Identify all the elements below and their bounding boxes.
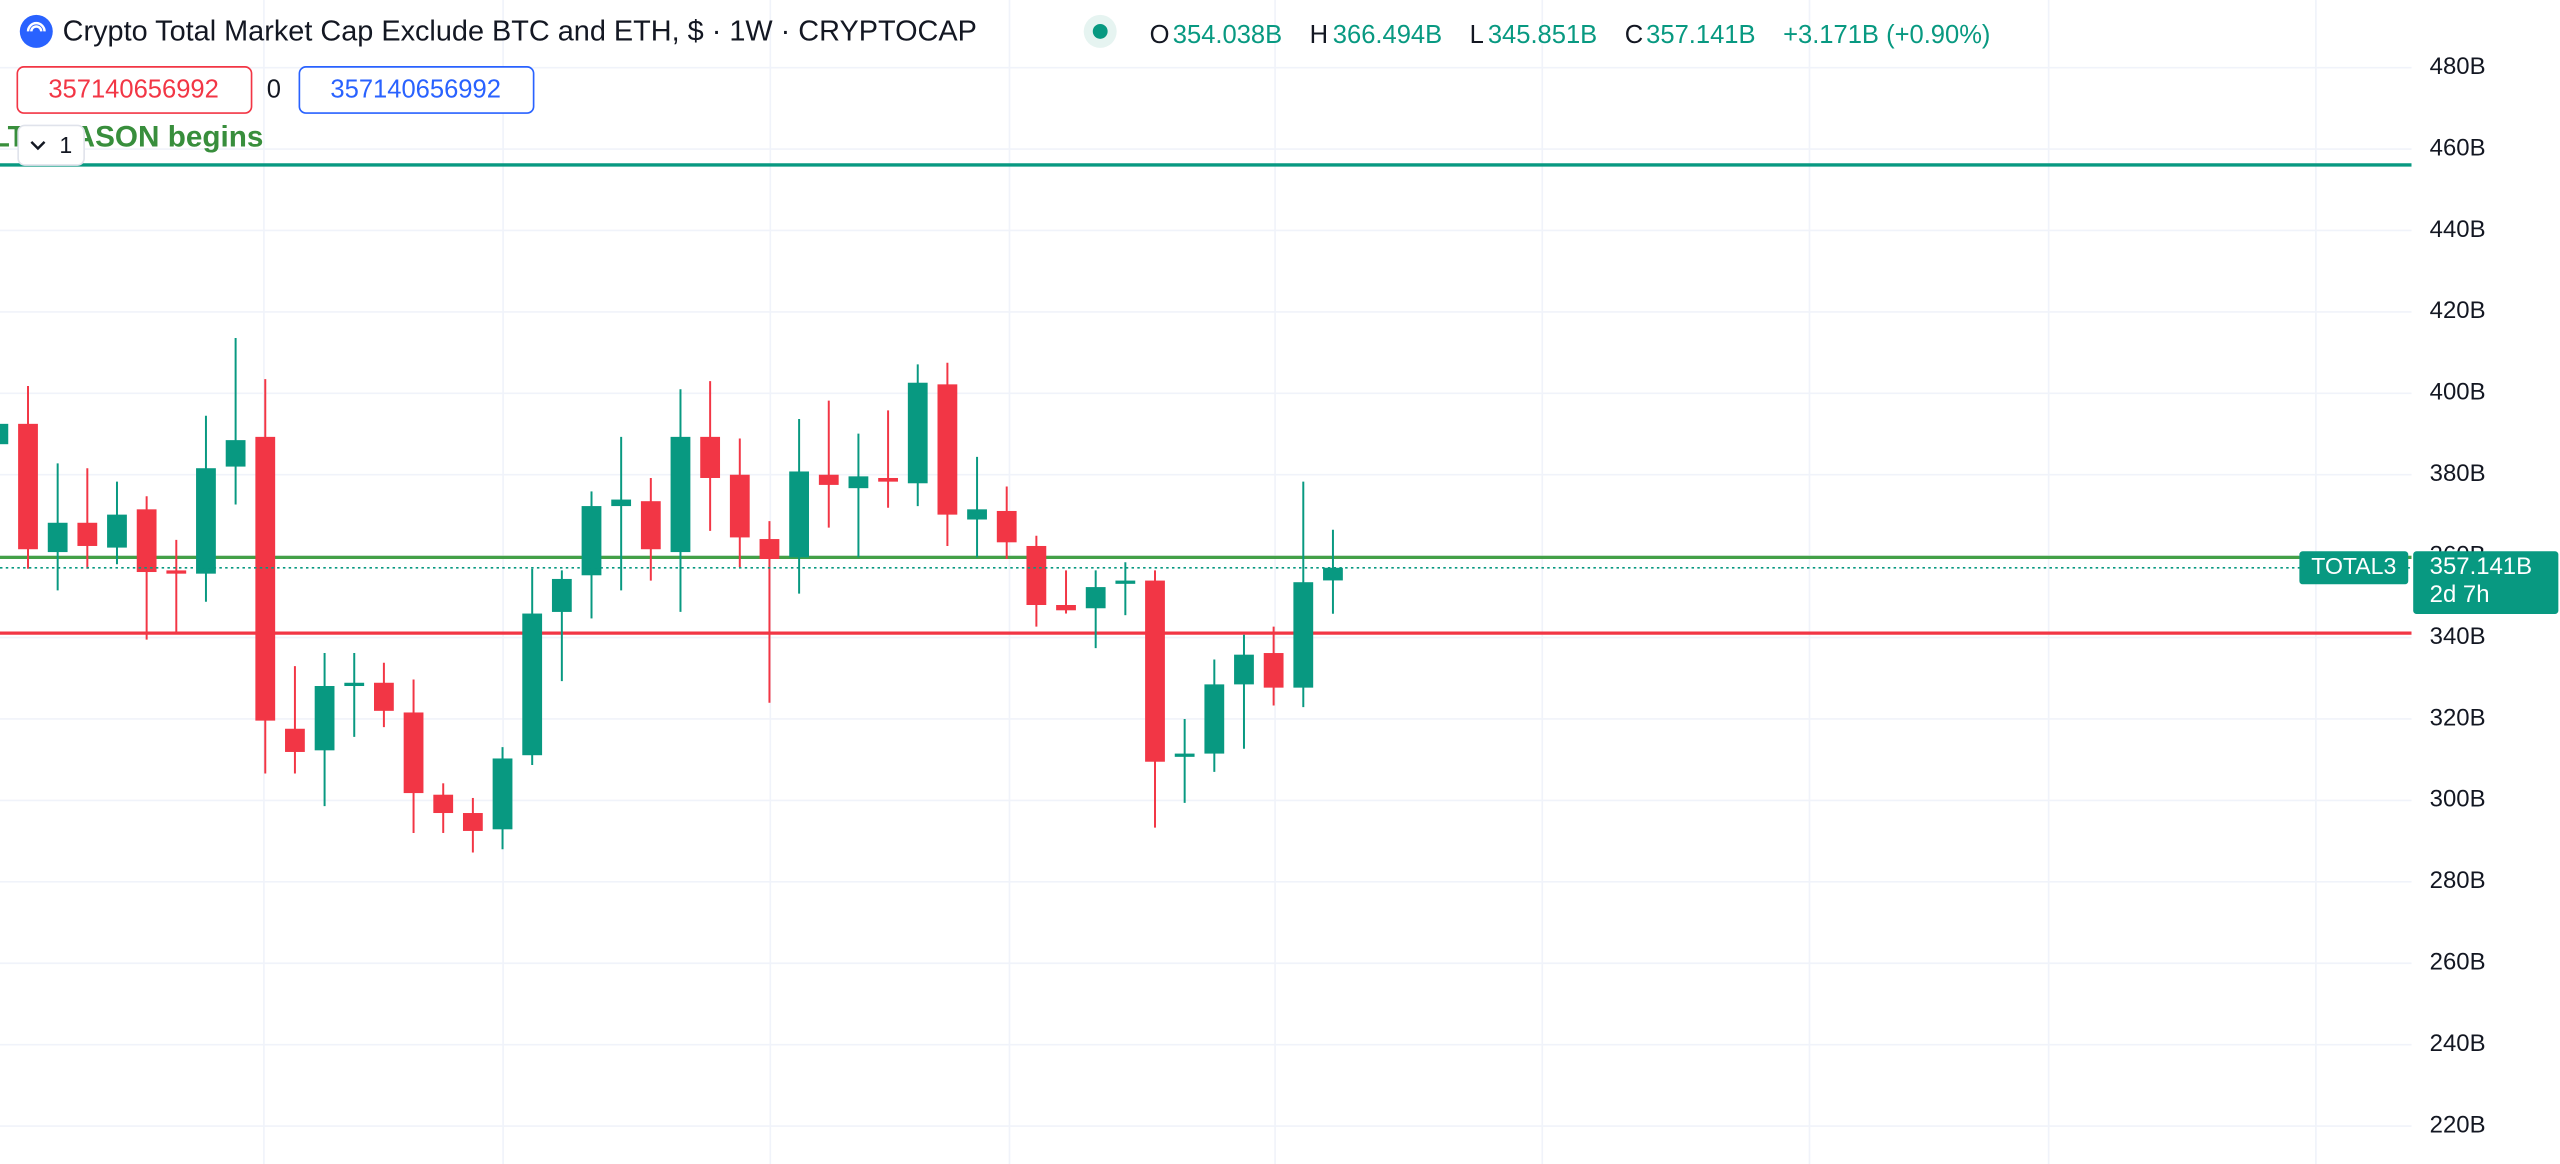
candle-body <box>759 539 780 559</box>
y-tick-label: 220B <box>2430 1111 2486 1138</box>
market-status-dot <box>1092 23 1108 39</box>
candle-body <box>729 474 750 538</box>
ohlc-label: O <box>1150 21 1170 49</box>
candle-body <box>1145 580 1165 762</box>
ohlc-value: 366.494B <box>1333 21 1442 49</box>
candle-body <box>1263 653 1284 688</box>
y-tick-label: 460B <box>2430 134 2486 161</box>
candle-body <box>1174 753 1195 757</box>
input-value: 0 <box>267 76 281 104</box>
change-value: +3.171B (+0.90%) <box>1783 21 1990 49</box>
candle-body <box>640 501 661 550</box>
candle-body <box>996 510 1017 543</box>
ohlc-legend: O 354.038B H 366.494B L 345.851B C 357.141B <box>1150 21 1756 49</box>
candle-body <box>403 712 424 794</box>
candle-body <box>77 522 98 546</box>
y-tick-label: 260B <box>2430 949 2486 976</box>
price-tag-countdown: 2d 7h <box>2430 581 2490 608</box>
candle-body <box>285 728 305 752</box>
ohlc-label: L <box>1470 21 1484 49</box>
candle-body <box>225 440 246 467</box>
candle-body <box>1056 605 1076 611</box>
candle-body <box>1293 582 1314 688</box>
input-value: 357140656992 <box>48 76 219 104</box>
candle-body <box>374 682 394 711</box>
y-tick-label: 480B <box>2430 53 2486 80</box>
candle-body <box>166 570 187 574</box>
candle-body <box>907 382 928 484</box>
candle-body <box>1115 580 1136 584</box>
ohlc-label: H <box>1310 21 1328 49</box>
candle-body <box>314 686 335 751</box>
candle-body <box>196 468 216 574</box>
candle-body <box>18 423 38 550</box>
ohlc-label: C <box>1625 21 1643 49</box>
logo-glyph <box>26 22 46 32</box>
candle-body <box>492 758 513 830</box>
price-tag-value: 357.141B <box>2430 553 2532 580</box>
candle-body <box>0 423 9 445</box>
y-tick-label: 280B <box>2430 867 2486 894</box>
y-tick-label: 340B <box>2430 623 2486 650</box>
y-tick-label: 240B <box>2430 1030 2486 1057</box>
chevron-icon <box>30 141 46 151</box>
input-value: 357140656992 <box>330 76 500 104</box>
symbol-logo[interactable] <box>19 14 53 48</box>
candle-body <box>255 436 276 721</box>
y-tick-label: 400B <box>2430 379 2486 406</box>
candle-body <box>433 794 454 814</box>
candle-body <box>551 578 572 612</box>
y-tick-label: 300B <box>2430 786 2486 813</box>
candle-body <box>700 436 721 478</box>
collapse-count: 1 <box>59 132 72 158</box>
candle-body <box>937 384 958 515</box>
candle-body <box>848 476 869 489</box>
price-tag <box>2413 551 2559 614</box>
candle-body <box>462 813 483 831</box>
input-box[interactable] <box>16 66 253 114</box>
candle-body <box>789 471 810 558</box>
candle-body <box>878 477 898 482</box>
ohlc-value: 354.038B <box>1173 21 1282 49</box>
ohlc-value: 345.851B <box>1488 21 1597 49</box>
candle-body <box>581 506 602 576</box>
candle-body <box>670 436 691 553</box>
candle-body <box>818 474 839 485</box>
symbol-tag-label: TOTAL3 <box>2311 553 2396 579</box>
candle-body <box>1085 587 1106 609</box>
candle-body <box>136 509 157 573</box>
symbol-title[interactable]: Crypto Total Market Cap Exclude BTC and … <box>63 16 977 48</box>
candle-body <box>47 522 68 553</box>
y-tick-label: 320B <box>2430 704 2486 731</box>
candle-body <box>344 682 365 687</box>
candle-body <box>1323 567 1343 581</box>
y-tick-label: 420B <box>2430 297 2486 324</box>
grid <box>0 0 2412 1164</box>
candle-body <box>107 514 127 548</box>
collapse-button[interactable] <box>17 124 85 166</box>
candle-body <box>1204 684 1225 754</box>
input-box[interactable] <box>298 66 535 114</box>
candle-body <box>1234 654 1254 685</box>
candle-body <box>1026 545 1047 606</box>
plot <box>0 163 2412 853</box>
symbol-tag <box>2299 551 2409 585</box>
candle-body <box>522 613 543 756</box>
y-tick-label: 440B <box>2430 216 2486 243</box>
candle-body <box>967 509 987 520</box>
candle-body <box>611 499 632 507</box>
y-tick-label: 380B <box>2430 460 2486 487</box>
ohlc-value: 357.141B <box>1646 21 1755 49</box>
